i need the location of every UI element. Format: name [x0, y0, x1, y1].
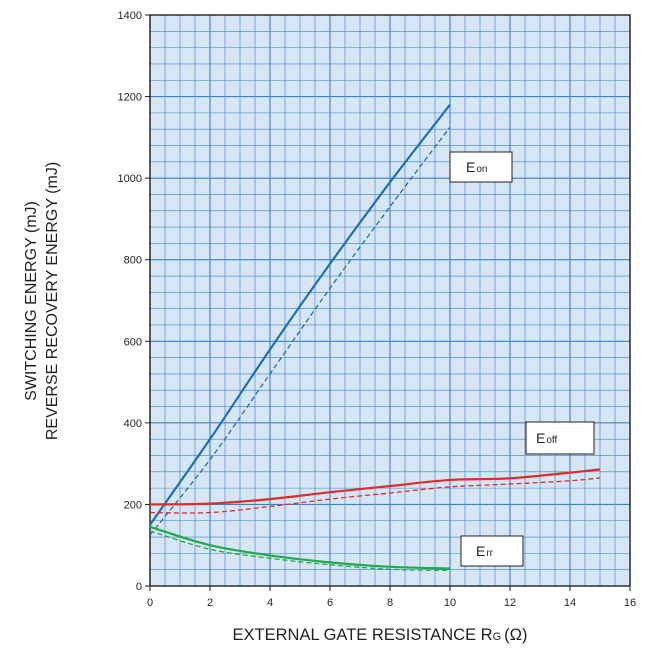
- series-eon-solid: [149, 104, 451, 526]
- label-err-sub: rr: [486, 548, 493, 559]
- series-err-dashed: [149, 530, 451, 572]
- x-tick-label: 6: [327, 597, 333, 609]
- y-tick-label: 1200: [118, 92, 142, 104]
- y-axis-label-line2: REVERSE RECOVERY ENERGY (mJ): [44, 162, 61, 440]
- series-eoff-solid: [149, 468, 601, 506]
- x-tick-label: 12: [504, 597, 516, 609]
- y-axis-label-line1: SWITCHING ENERGY (mJ): [23, 201, 40, 401]
- y-tick-label: 1400: [118, 10, 142, 22]
- series-eoff-dashed: [149, 477, 601, 514]
- label-err-main: E: [476, 543, 485, 559]
- y-tick-label: 800: [124, 255, 142, 267]
- x-tick-label: 8: [387, 597, 393, 609]
- y-tick-label: 1000: [118, 173, 142, 185]
- x-tick-label: 4: [267, 597, 273, 609]
- x-tick-label: 0: [147, 597, 153, 609]
- x-axis-label-main: EXTERNAL GATE RESISTANCE R: [233, 626, 493, 644]
- label-eoff-main: E: [536, 430, 545, 446]
- x-tick-label: 2: [207, 597, 213, 609]
- x-axis-label: EXTERNAL GATE RESISTANCE RG (Ω): [233, 626, 528, 644]
- svg-text:Eoff: Eoff: [536, 430, 558, 446]
- series-eon-dashed: [149, 126, 451, 536]
- x-tick-label: 10: [444, 597, 456, 609]
- label-eon-main: E: [466, 159, 475, 175]
- x-ticks: 0 2 4 6 8 10 12 14 16: [147, 586, 636, 609]
- y-tick-label: 600: [124, 336, 142, 348]
- label-eoff-sub: off: [546, 435, 557, 446]
- x-tick-label: 14: [564, 597, 576, 609]
- svg-text:Eon: Eon: [466, 159, 487, 175]
- x-axis-label-unit: (Ω): [504, 626, 527, 644]
- label-eon: Eon: [449, 151, 513, 183]
- svg-text:Err: Err: [476, 543, 494, 559]
- y-ticks: 0 200 400 600 800 1000 1200 1400: [118, 10, 150, 593]
- label-err: Err: [460, 535, 524, 567]
- x-tick-label: 16: [624, 597, 636, 609]
- x-axis-label-sub: G: [493, 631, 502, 643]
- y-tick-label: 0: [136, 581, 142, 593]
- label-eon-sub: on: [476, 164, 487, 175]
- series-err-solid: [149, 525, 451, 570]
- series-layer: [149, 104, 601, 572]
- label-eoff: Eoff: [525, 421, 595, 455]
- y-tick-label: 400: [124, 418, 142, 430]
- y-tick-label: 200: [124, 499, 142, 511]
